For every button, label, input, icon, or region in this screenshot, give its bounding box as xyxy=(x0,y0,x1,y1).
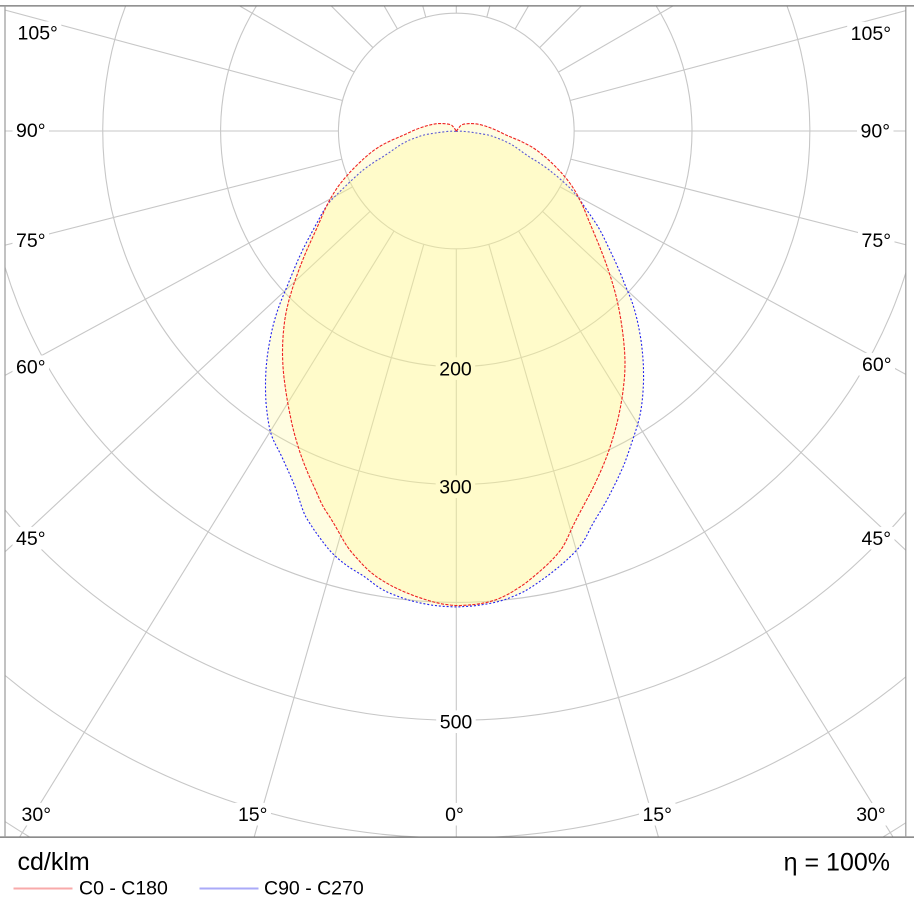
svg-text:75°: 75° xyxy=(16,230,46,252)
svg-text:60°: 60° xyxy=(16,357,46,379)
svg-text:45°: 45° xyxy=(16,528,46,550)
svg-text:15°: 15° xyxy=(238,804,268,826)
svg-text:C90 - C270: C90 - C270 xyxy=(264,878,364,900)
svg-text:η = 100%: η = 100% xyxy=(784,849,890,877)
svg-text:105°: 105° xyxy=(18,23,58,45)
svg-text:60°: 60° xyxy=(862,354,892,376)
svg-text:30°: 30° xyxy=(856,804,886,826)
svg-text:500: 500 xyxy=(440,712,473,734)
svg-text:300: 300 xyxy=(439,477,472,499)
svg-text:45°: 45° xyxy=(862,528,892,550)
svg-text:0°: 0° xyxy=(445,804,464,826)
svg-text:75°: 75° xyxy=(862,230,892,252)
svg-text:90°: 90° xyxy=(861,121,891,143)
svg-text:C0 - C180: C0 - C180 xyxy=(79,878,168,900)
svg-text:90°: 90° xyxy=(16,120,46,142)
svg-text:cd/klm: cd/klm xyxy=(18,848,90,876)
svg-text:15°: 15° xyxy=(642,804,672,826)
svg-text:30°: 30° xyxy=(22,804,52,826)
svg-text:105°: 105° xyxy=(851,23,891,45)
svg-text:200: 200 xyxy=(439,358,472,380)
